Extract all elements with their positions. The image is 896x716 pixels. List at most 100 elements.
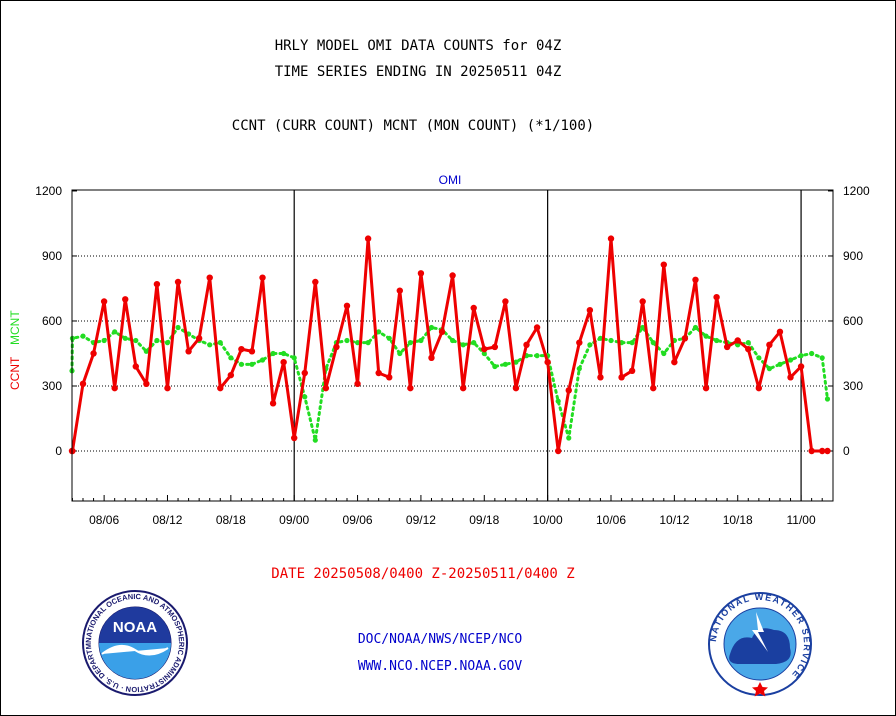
mcnt-point: [238, 361, 244, 367]
mcnt-point: [175, 324, 181, 331]
mcnt-point: [259, 357, 266, 363]
mcnt-point: [101, 337, 107, 344]
mcnt-point: [640, 324, 646, 331]
mcnt-point: [112, 329, 118, 335]
chart-title-line-1: HRLY MODEL OMI DATA COUNTS for 04Z: [274, 38, 562, 54]
ccnt-point: [195, 335, 203, 342]
mcnt-point: [492, 363, 498, 370]
mcnt-point: [249, 361, 255, 367]
ccnt-point: [227, 371, 235, 379]
mcnt-point: [365, 340, 371, 346]
mcnt-point: [777, 361, 783, 367]
ccnt-point: [787, 374, 794, 381]
panel-title: OMI: [439, 173, 462, 187]
ccnt-point: [734, 337, 741, 344]
mcnt-point: [164, 340, 171, 346]
mcnt-point: [661, 350, 667, 357]
y-tick-label-right: 300: [843, 379, 863, 393]
ccnt-point: [586, 306, 594, 314]
ccnt-point: [248, 348, 256, 355]
mcnt-point: [502, 361, 508, 367]
ccnt-point: [417, 270, 425, 277]
mcnt-point: [576, 366, 582, 372]
ccnt-point: [702, 384, 710, 392]
ccnt-point: [364, 235, 372, 242]
mcnt-point: [819, 355, 825, 361]
mcnt-point: [143, 348, 149, 354]
mcnt-point: [597, 335, 604, 341]
mcnt-point: [608, 337, 614, 344]
ccnt-point: [470, 304, 477, 312]
mcnt-point: [629, 340, 635, 346]
ccnt-point: [301, 369, 308, 377]
ccnt-point: [185, 348, 192, 355]
ccnt-point: [824, 447, 831, 455]
ccnt-point: [428, 354, 435, 362]
ccnt-point: [639, 298, 646, 305]
x-tick-label: 10/12: [659, 513, 689, 527]
x-tick-label: 09/00: [279, 513, 309, 527]
ccnt-point: [607, 235, 615, 242]
mcnt-point: [428, 324, 435, 331]
ccnt-point: [597, 374, 604, 381]
y-tick-label-right: 0: [843, 444, 850, 458]
y-axis-label-ccnt: CCNT: [8, 356, 22, 390]
mcnt-point: [471, 340, 477, 346]
x-tick-label: 08/18: [216, 513, 246, 527]
mcnt-point: [756, 355, 762, 361]
mcnt-point: [228, 355, 234, 361]
grid-lines: [72, 255, 833, 452]
ccnt-point: [312, 278, 319, 286]
mcnt-point: [154, 337, 160, 344]
mcnt-point: [354, 340, 361, 346]
org-text: DOC/NOAA/NWS/NCEP/NCO: [357, 632, 523, 647]
ccnt-point: [565, 387, 572, 394]
ccnt-point: [544, 358, 551, 366]
url-link[interactable]: WWW.NCO.NCEP.NOAA.GOV: [357, 659, 523, 674]
ccnt-point: [755, 384, 763, 392]
plot-area-border: [71, 189, 834, 502]
ccnt-point: [512, 384, 520, 392]
mcnt-point: [735, 342, 741, 348]
ccnt-point: [797, 363, 805, 370]
mcnt-point: [481, 350, 487, 357]
mcnt-point: [281, 350, 287, 357]
mcnt-point: [809, 350, 815, 357]
ccnt-point: [333, 343, 340, 351]
x-tick-label: 08/06: [89, 513, 119, 527]
mcnt-point: [650, 340, 656, 346]
ccnt-point: [533, 324, 541, 331]
x-tick-label: 10/00: [533, 513, 563, 527]
ccnt-point: [491, 343, 499, 351]
ccnt-point: [111, 384, 118, 392]
mcnt-point: [566, 435, 572, 441]
ccnt-point: [343, 302, 351, 310]
mcnt-point: [407, 340, 413, 346]
ccnt-point: [280, 358, 287, 366]
axis-ticks: [71, 190, 833, 501]
ccnt-point: [259, 274, 266, 281]
ccnt-point: [438, 328, 446, 336]
y-tick-label: 0: [55, 444, 62, 458]
ccnt-point: [322, 384, 330, 392]
ccnt-point: [79, 380, 87, 388]
mcnt-point: [312, 437, 318, 443]
ccnt-point: [206, 274, 213, 281]
mcnt-point: [270, 350, 276, 357]
mcnt-point: [692, 324, 699, 331]
mcnt-point: [587, 342, 593, 348]
mcnt-point: [766, 366, 773, 372]
ccnt-point: [776, 328, 784, 336]
chart-title-line-2: TIME SERIES ENDING IN 20250511 04Z: [274, 64, 562, 80]
ccnt-point: [660, 261, 667, 268]
mcnt-line: [70, 324, 829, 441]
chart-title-line-3: CCNT (CURR COUNT) MCNT (MON COUNT) (*1/1…: [231, 118, 595, 134]
mcnt-point: [513, 359, 519, 365]
x-tick-label: 10/06: [596, 513, 626, 527]
ccnt-point: [153, 280, 161, 288]
ccnt-point: [671, 358, 678, 366]
noaa-logo: NATIONAL OCEANIC AND ATMOSPHERIC ADMINIS…: [80, 588, 188, 696]
y-tick-label: 600: [42, 314, 62, 328]
y-tick-labels-right: 1200 900 600 300 0: [843, 184, 870, 458]
